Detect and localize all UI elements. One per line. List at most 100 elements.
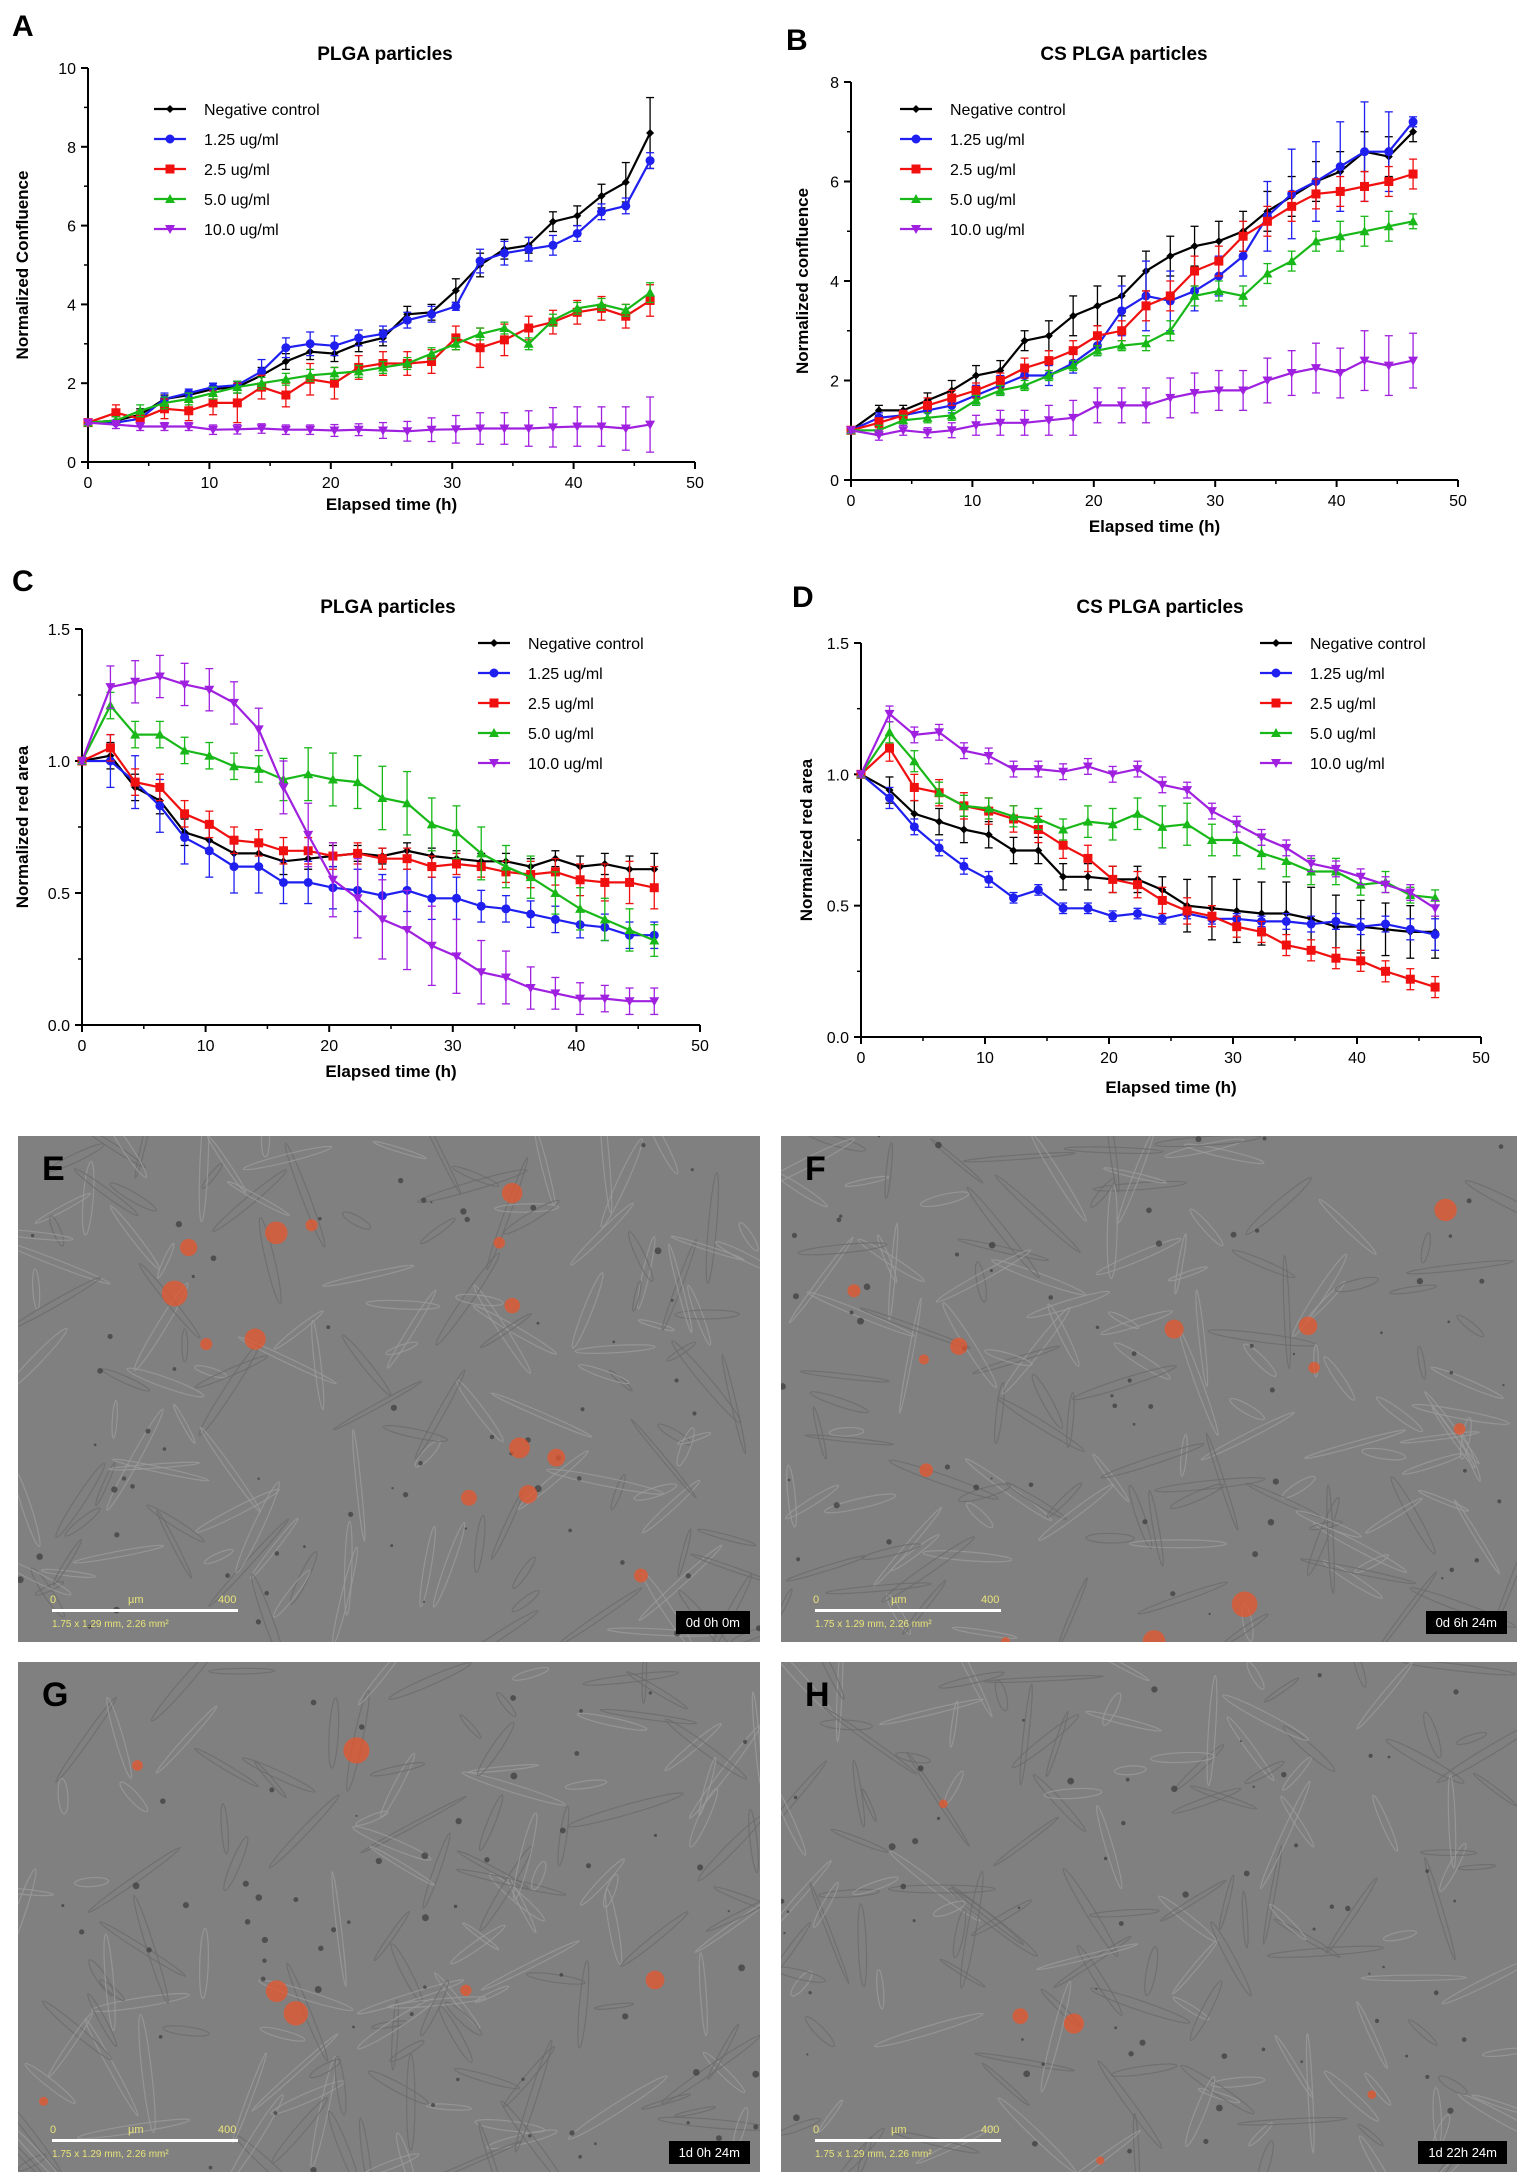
cell [602,1873,619,1908]
cell [1256,2140,1274,2172]
y-tick-label: 1.5 [48,622,70,639]
debris [1127,1378,1132,1383]
data-point [1262,268,1273,278]
data-point [1165,325,1176,335]
data-point [524,244,534,254]
data-point [1182,819,1193,829]
cell [223,1836,249,1892]
data-point [946,426,957,436]
data-point [1058,840,1068,850]
cell [1323,1356,1356,1401]
cell [327,2110,360,2172]
debris [692,2068,700,2076]
data-point [1092,401,1103,411]
cell [935,1249,1032,1303]
data-point [1082,816,1093,826]
data-point [645,156,655,166]
cell [633,1483,678,1501]
data-point [971,421,982,431]
debris [585,1863,592,1869]
data-point [1141,338,1152,348]
cell [385,1341,419,1356]
data-point [378,329,388,339]
cell [414,1369,466,1460]
cell [1200,1411,1295,1461]
debris [674,1378,679,1383]
scale-bar-unit: µm [891,2124,907,2136]
data-point [1359,356,1370,366]
debris [79,1929,85,1935]
data-point [155,801,165,811]
data-point [208,398,218,408]
cell [1303,1429,1407,1460]
cell [1354,1554,1390,1574]
data-point [1044,356,1054,366]
debris [569,2130,575,2136]
data-point [281,390,291,400]
scale-bar-unit: µm [128,1594,144,1606]
data-point [1384,177,1394,186]
panel-label-h: H [805,1676,830,1714]
micrograph-background [781,1662,1517,2172]
debris [685,1573,692,1579]
data-point [575,994,586,1004]
cell [533,1136,556,1208]
cell [781,1966,826,1983]
legend-marker [911,225,921,234]
cell [369,1762,426,1777]
debris [1329,1904,1335,1909]
debris [1292,1352,1296,1356]
cell [825,1582,932,1595]
cell [1107,1311,1140,1330]
cell [456,1850,530,1890]
data-point [354,333,364,343]
data-point [204,846,214,856]
data-point [1383,361,1394,371]
data-point [910,809,919,818]
cell [830,1828,889,1853]
debris [225,1573,230,1578]
cell [425,2103,472,2111]
cell [485,1156,529,1271]
data-point [1132,808,1143,818]
debris [464,1216,470,1223]
cell [1417,1489,1470,1512]
data-point [1058,903,1068,913]
data-point [958,746,969,756]
y-tick-label: 6 [67,219,76,236]
debris [346,1920,351,1924]
debris [612,1340,616,1344]
cell [574,1344,656,1354]
cell [1043,1787,1103,1800]
cell [571,1272,604,1349]
cell [593,2002,635,2010]
panel-letter: D [792,581,814,614]
debris [107,1333,113,1340]
cell [677,1528,692,1578]
red-particle [1142,1630,1166,1642]
data-point [1059,872,1068,881]
series-1 [83,152,655,428]
cell [372,1140,427,1160]
data-point [1359,226,1370,236]
series-1 [846,101,1418,435]
cell [1430,1366,1504,1400]
y-tick-label: 0.0 [827,1030,849,1047]
data-point [599,914,610,924]
cell [1184,1143,1265,1165]
cell [451,1165,500,1187]
debris [402,1491,409,1498]
cell [668,1243,693,1334]
cell [478,2122,511,2172]
data-point [946,410,957,420]
data-point [909,822,919,832]
debris [1254,1228,1260,1233]
data-point [475,256,485,266]
cell [1237,2116,1348,2126]
x-tick-label: 10 [197,1038,215,1055]
cell [1222,1694,1310,1742]
data-point [1207,911,1217,921]
cell [1323,2070,1380,2122]
data-point [550,888,561,897]
cell [1066,1391,1075,1449]
